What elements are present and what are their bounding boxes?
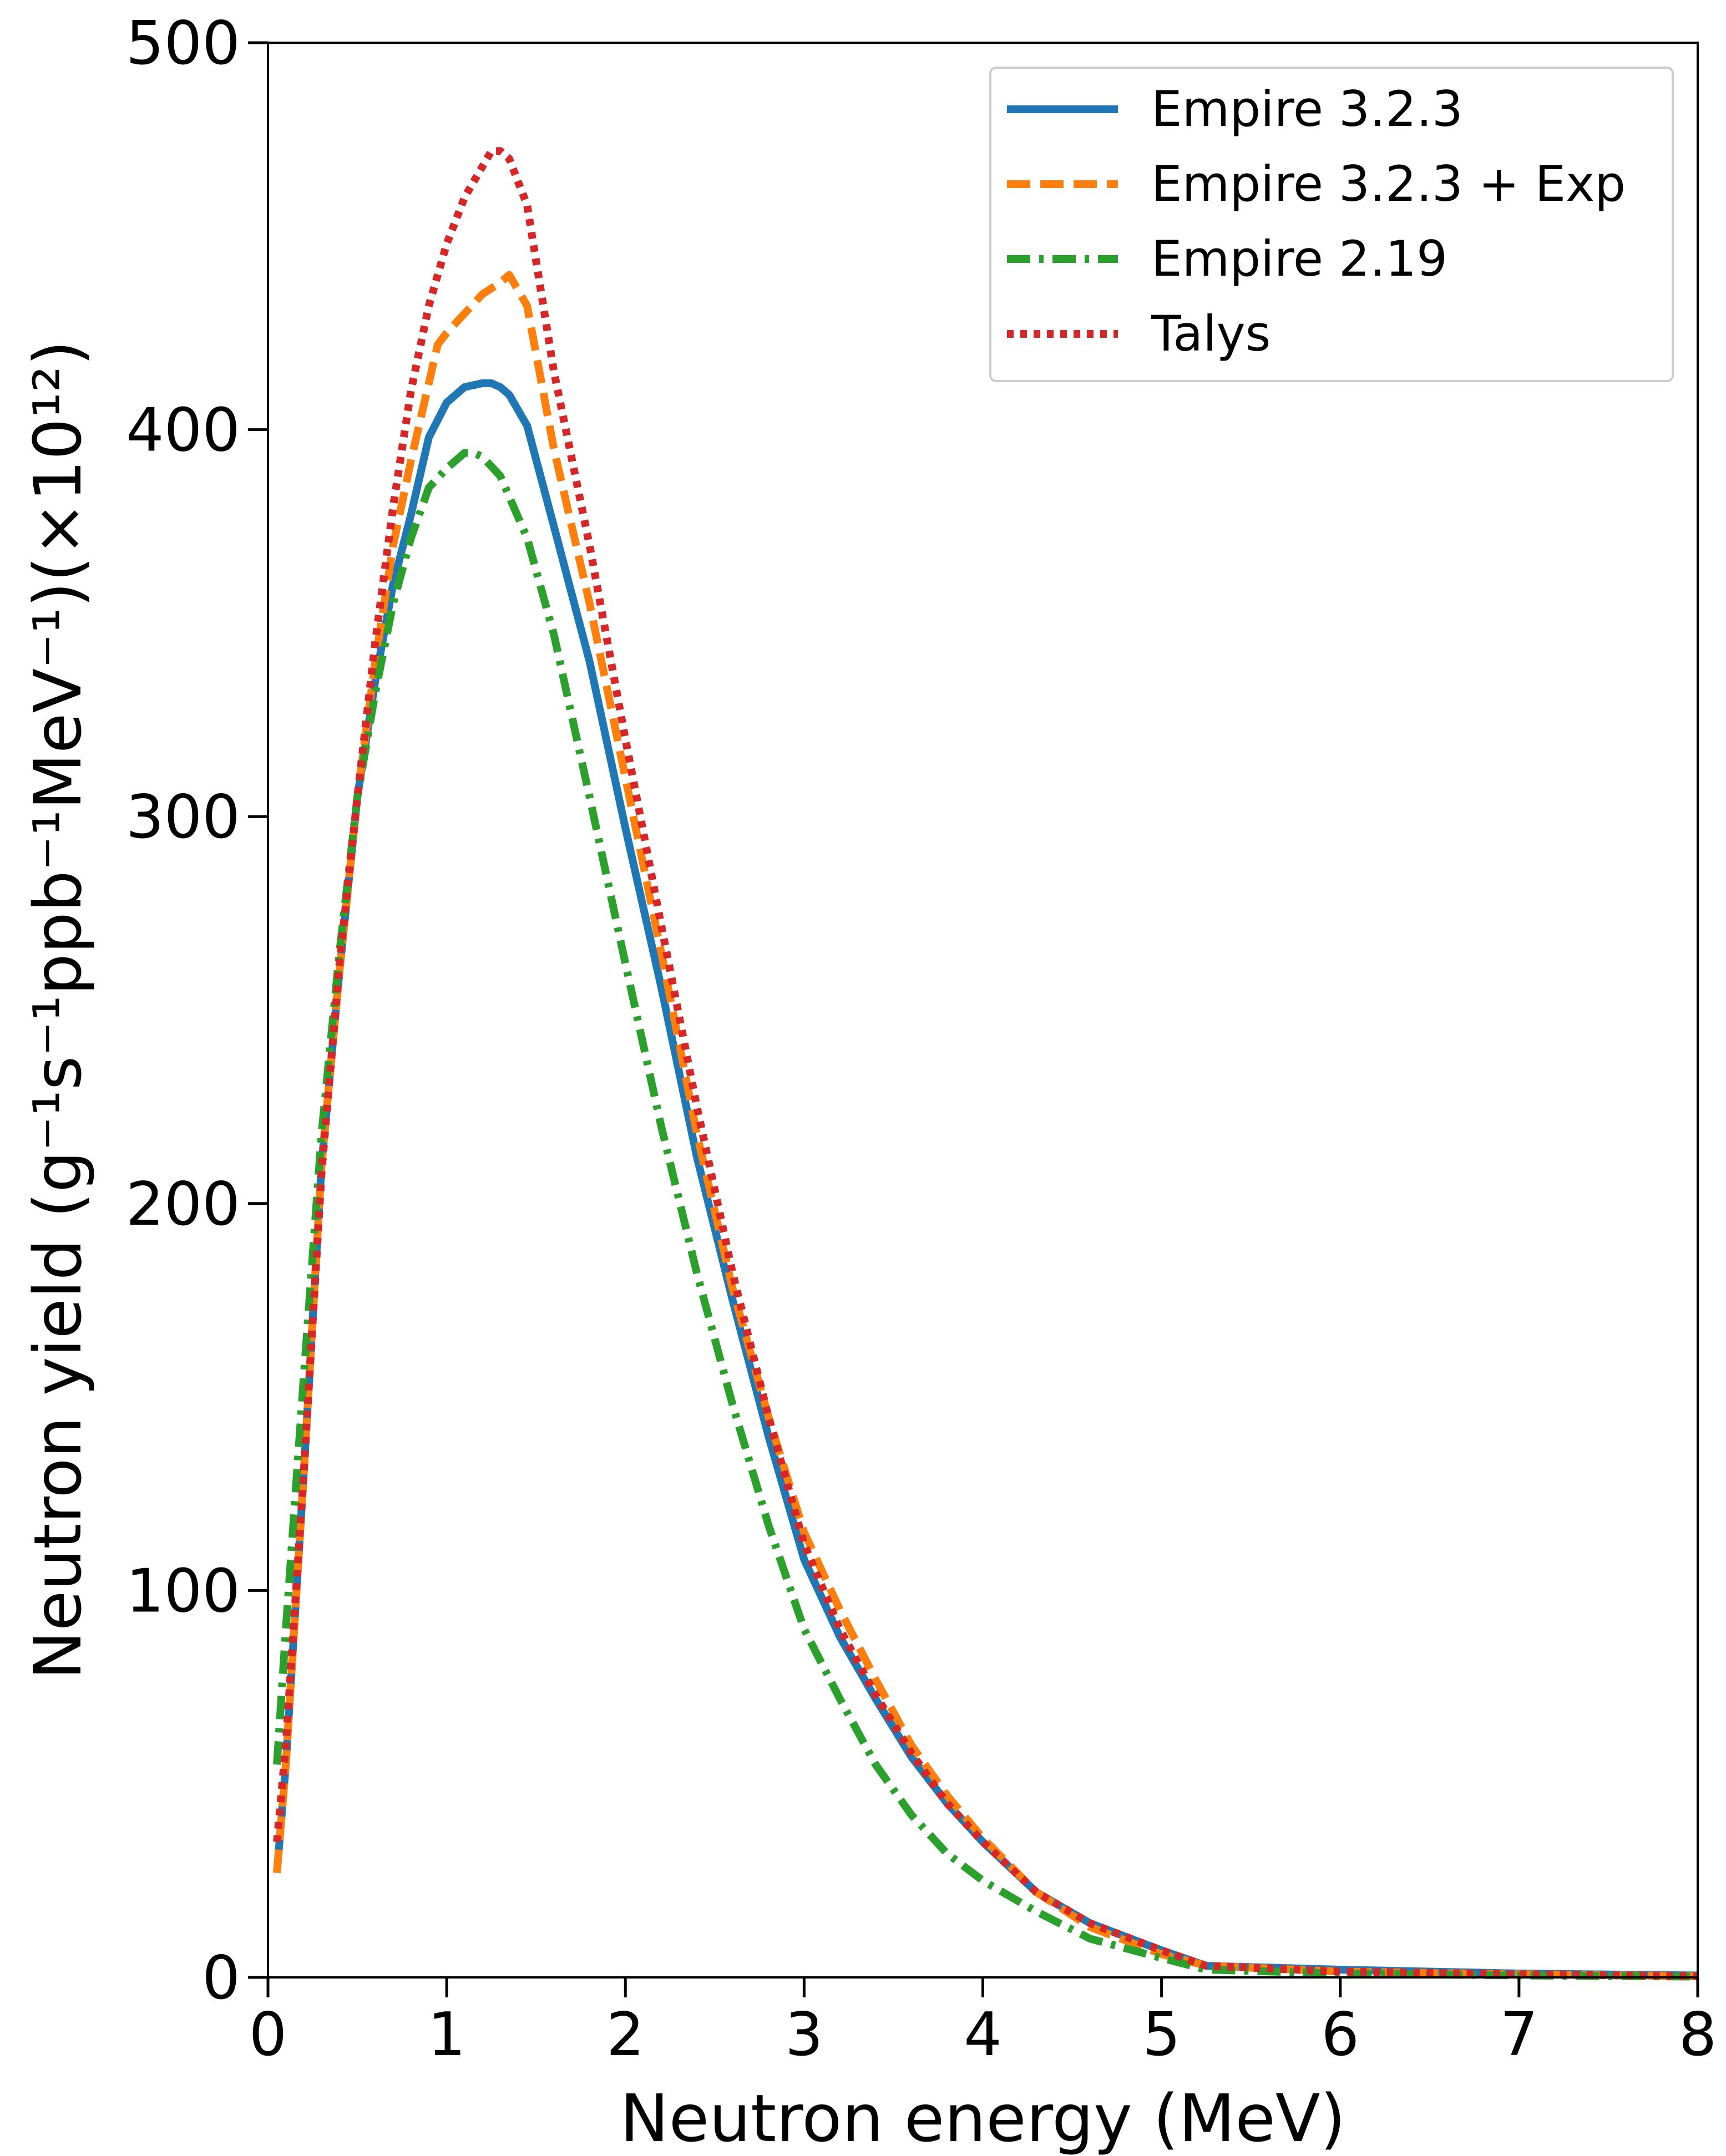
y-tick-label: 500 [126, 9, 240, 78]
x-tick-label: 6 [1321, 2000, 1359, 2069]
series-line-4 [273, 147, 1698, 1980]
legend-label-2: Empire 3.2.3 + Exp [1151, 155, 1626, 212]
ticks-layer: 0 1 2 3 4 5 6 7 8 0 100 200 300 400 500 [126, 9, 1717, 2069]
x-tick-label: 2 [606, 2000, 645, 2069]
x-tick-label: 4 [964, 2000, 1002, 2069]
series-layer [273, 147, 1698, 1981]
legend-label-1: Empire 3.2.3 [1151, 80, 1463, 138]
y-tick-label: 300 [126, 783, 240, 852]
y-axis-label: Neutron yield (g⁻¹s⁻¹ppb⁻¹MeV⁻¹)(×10¹²) [19, 340, 96, 1680]
x-tick-label: 0 [249, 2000, 287, 2069]
legend-label-4: Talys [1151, 305, 1271, 362]
y-tick-label: 400 [126, 396, 240, 465]
x-tick-label: 7 [1500, 2000, 1538, 2069]
legend-label-3: Empire 2.19 [1151, 230, 1447, 287]
x-tick-label: 5 [1142, 2000, 1181, 2069]
x-tick-label: 1 [428, 2000, 466, 2069]
legend: Empire 3.2.3 Empire 3.2.3 + Exp Empire 2.1… [989, 67, 1674, 382]
x-axis-label: Neutron energy (MeV) [620, 2080, 1345, 2156]
x-tick-label: 3 [785, 2000, 823, 2069]
series-line-3 [273, 449, 1698, 1981]
y-tick-label: 0 [202, 1944, 240, 2013]
y-tick-label: 100 [126, 1556, 240, 1626]
x-tick-label: 8 [1679, 2000, 1717, 2069]
legend-box [989, 67, 1674, 382]
y-tick-label: 200 [126, 1170, 240, 1239]
